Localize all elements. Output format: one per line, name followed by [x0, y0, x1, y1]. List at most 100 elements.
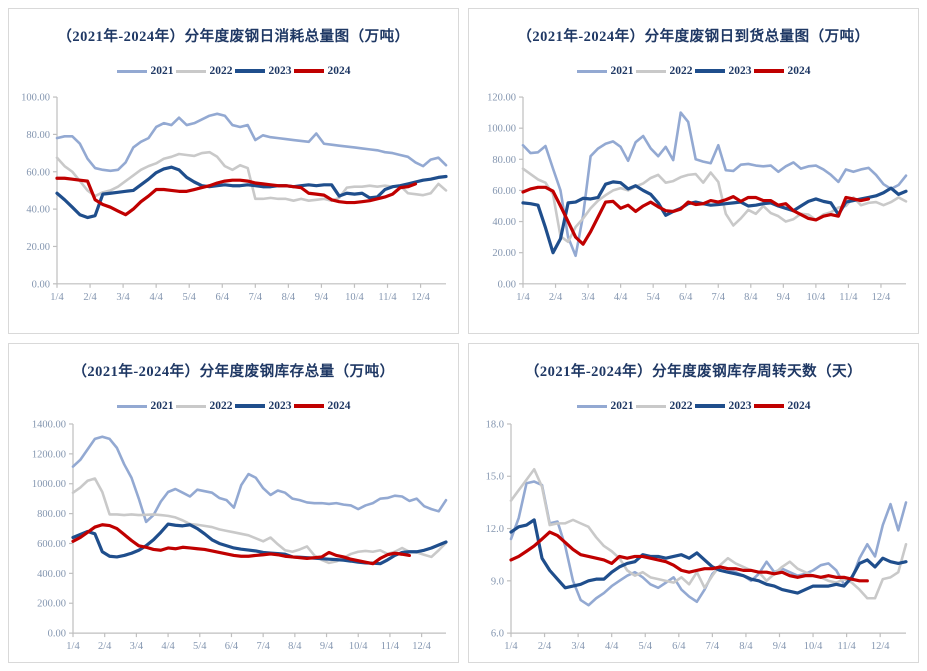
chart-title-daily-consumption: （2021年-2024年）分年度废钢日消耗总量图（万吨） [57, 29, 410, 45]
chart-title-inventory-total: （2021年-2024年）分年度废钢库存总量（万吨） [72, 364, 395, 380]
x-tick-label: 11/4 [378, 292, 397, 303]
legend-line-swatch-2024 [293, 69, 324, 73]
x-tick-label: 7/4 [712, 292, 726, 303]
plot-turnover-days: 18.0 15.0 12.0 9.0 6.0 1/4 2/4 3/4 4/4 5/4 6/4 7/4 8… [469, 418, 918, 661]
chart-title-daily-arrivals: （2021年-2024年）分年度废钢日到货总量图（万吨） [517, 29, 870, 45]
x-tick-label: 7/4 [706, 641, 720, 652]
y-tick-label: 1200.00 [32, 449, 66, 460]
axis-lines [56, 97, 446, 285]
chart-title-turnover-days: （2021年-2024年）分年度废钢库存周转天数（天） [524, 364, 863, 380]
legend-label-2021: 2021 [150, 400, 174, 412]
x-tick-label: 1/4 [516, 292, 530, 303]
legend-item-2021: 2021 [116, 400, 174, 412]
legend-item-2024: 2024 [293, 65, 351, 77]
legend-line-swatch-2024 [753, 404, 784, 408]
y-tick-label: 400.00 [37, 569, 66, 580]
plot-svg-0: 100.00 80.00 60.00 40.00 20.00 0.001/4 2/4 3/4 4… [21, 93, 448, 303]
x-tick-label: 10/4 [804, 641, 823, 652]
y-tick-label: 1400.00 [32, 419, 66, 430]
x-tick-label: 12/4 [412, 641, 431, 652]
x-tick-label: 8/4 [288, 641, 302, 652]
plot-daily-arrivals: 120.00 100.00 80.00 60.00 40.00 20.00 0.00 1/4 2… [469, 83, 918, 332]
y-tick-label: 200.00 [37, 599, 66, 610]
legend-line-swatch-2021 [116, 404, 147, 408]
x-tick-label: 12/4 [411, 292, 430, 303]
axis-lines [522, 97, 906, 285]
y-tick-label: 60.00 [492, 186, 516, 197]
legend-item-2022: 2022 [635, 400, 693, 412]
x-tick-label: 6/4 [225, 641, 239, 652]
y-tick-label: 20.00 [26, 242, 50, 253]
legend-label-2023: 2023 [728, 400, 752, 412]
x-tick-label: 11/4 [837, 641, 856, 652]
legend-line-swatch-2022 [175, 69, 206, 73]
legend-item-2023: 2023 [694, 65, 752, 77]
x-tick-label: 11/4 [839, 292, 858, 303]
legend-label-2024: 2024 [787, 65, 811, 77]
x-tick-label: 1/4 [66, 641, 80, 652]
y-tick-label: 120.00 [487, 93, 516, 104]
legend-inventory-total: 2021 2022 2023 2024 [9, 400, 458, 412]
series-line-2023 [55, 165, 448, 220]
y-tick-label: 800.00 [37, 509, 66, 520]
x-tick-label: 9/4 [777, 292, 791, 303]
legend-label-2023: 2023 [728, 65, 752, 77]
legend-label-2021: 2021 [610, 400, 634, 412]
y-tick-label: 40.00 [492, 217, 516, 228]
x-tick-label: 5/4 [639, 641, 653, 652]
x-tick-label: 5/4 [193, 641, 207, 652]
y-tick-label: 600.00 [37, 539, 66, 550]
x-tick-label: 6/4 [672, 641, 686, 652]
legend-item-2023: 2023 [234, 400, 292, 412]
legend-label-2024: 2024 [327, 65, 351, 77]
y-tick-label: 20.00 [492, 248, 516, 259]
legend-line-swatch-2024 [293, 404, 324, 408]
chart-panel-daily-consumption: （2021年-2024年）分年度废钢日消耗总量图（万吨） 2021 2022 202… [8, 8, 459, 334]
series-line-2022 [509, 467, 908, 600]
chart-panel-turnover-days: （2021年-2024年）分年度废钢库存周转天数（天） 2021 2022 2023… [468, 343, 919, 663]
x-tick-label: 6/4 [216, 292, 230, 303]
legend-item-2021: 2021 [576, 65, 634, 77]
legend-item-2023: 2023 [234, 65, 292, 77]
legend-label-2022: 2022 [209, 400, 233, 412]
y-tick-label: 18.0 [486, 419, 504, 430]
x-tick-label: 2/4 [83, 292, 97, 303]
legend-label-2022: 2022 [669, 65, 693, 77]
legend-line-swatch-2021 [576, 69, 607, 73]
legend-label-2024: 2024 [787, 400, 811, 412]
legend-daily-arrivals: 2021 2022 2023 2024 [469, 65, 918, 77]
legend-line-swatch-2023 [694, 69, 725, 73]
x-tick-label: 8/4 [282, 292, 296, 303]
x-tick-label: 2/4 [538, 641, 552, 652]
x-tick-label: 9/4 [315, 292, 329, 303]
legend-item-2024: 2024 [753, 400, 811, 412]
x-tick-label: 2/4 [98, 641, 112, 652]
series-line-2024 [521, 185, 871, 246]
series-line-2023 [71, 522, 448, 566]
x-tick-label: 10/4 [345, 292, 364, 303]
legend-label-2023: 2023 [268, 400, 292, 412]
y-tick-label: 40.00 [26, 205, 50, 216]
y-tick-label: 80.00 [26, 130, 50, 141]
x-tick-label: 1/4 [50, 292, 64, 303]
series-line-2024 [509, 530, 869, 583]
x-tick-label: 4/4 [605, 641, 619, 652]
axis-lines [510, 423, 906, 634]
legend-line-swatch-2023 [234, 404, 265, 408]
series-line-2021 [71, 435, 448, 524]
x-tick-label: 3/4 [571, 641, 585, 652]
x-tick-label: 2/4 [549, 292, 563, 303]
x-tick-label: 4/4 [614, 292, 628, 303]
legend-line-swatch-2023 [694, 404, 725, 408]
x-tick-label: 4/4 [161, 641, 175, 652]
series-line-2024 [71, 523, 411, 566]
plot-svg-3: 18.0 15.0 12.0 9.0 6.01/4 2/4 3/4 4/4 5/4 6/4 7/4 8… [486, 419, 908, 652]
x-tick-label: 3/4 [581, 292, 595, 303]
series-line-2022 [71, 477, 448, 565]
series-line-2023 [509, 518, 908, 595]
y-tick-label: 60.00 [26, 167, 50, 178]
x-tick-label: 1/4 [504, 641, 518, 652]
legend-line-swatch-2021 [116, 69, 147, 73]
x-tick-label: 5/4 [646, 292, 660, 303]
